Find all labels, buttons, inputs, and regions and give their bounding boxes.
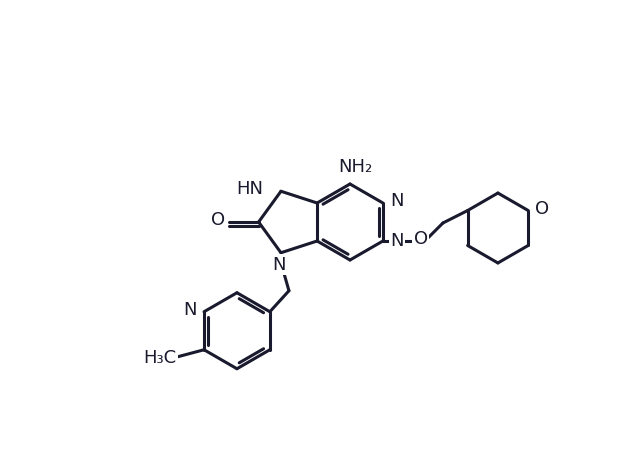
Text: O: O	[211, 211, 225, 229]
Text: O: O	[414, 230, 428, 248]
Text: N: N	[390, 232, 404, 250]
Text: HN: HN	[236, 180, 263, 198]
Text: N: N	[272, 256, 285, 274]
Text: NH₂: NH₂	[338, 158, 372, 176]
Text: H₃C: H₃C	[143, 349, 177, 367]
Text: N: N	[183, 301, 196, 319]
Text: N: N	[390, 192, 404, 210]
Text: O: O	[535, 200, 549, 218]
